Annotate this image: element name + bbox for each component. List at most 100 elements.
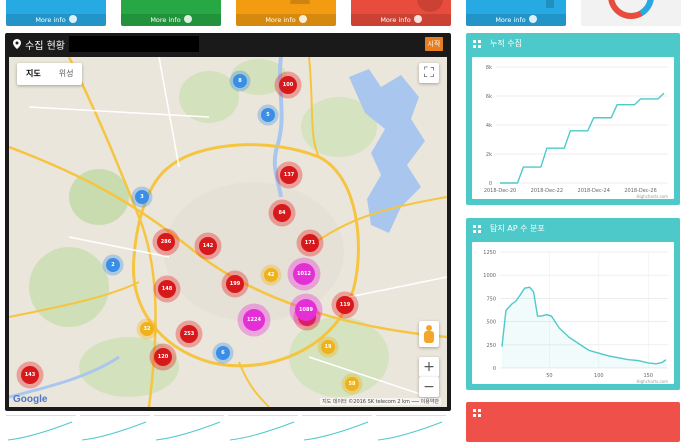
x-tick-label: 100 [594, 373, 604, 379]
map-cluster-marker[interactable]: 142 [199, 237, 217, 255]
stat-tile-3[interactable]: More info [236, 0, 336, 26]
sparkline-graphic [155, 421, 221, 441]
map-cluster-marker[interactable]: 100 [279, 76, 297, 94]
map-cluster-marker[interactable]: 84 [273, 204, 291, 222]
x-tick-label: 2018-Dec-20 [484, 188, 516, 194]
more-info-link[interactable]: More info [236, 14, 336, 26]
map-cluster-marker[interactable]: 1012 [293, 263, 315, 285]
y-tick-label: 8k [486, 65, 492, 71]
y-tick-label: 1000 [483, 273, 496, 279]
map-cluster-marker[interactable]: 19 [321, 340, 335, 354]
ap-distribution-panel-title: 탐지 AP 수 분포 [490, 224, 545, 233]
arrow-circle-icon [183, 15, 192, 23]
ap-distribution-chart-box: 0 250 500 750 1000 1250 50 100 150 Highcharts.com [472, 242, 674, 384]
map-cluster-marker[interactable]: 137 [280, 166, 298, 184]
sparkline-card [376, 415, 446, 441]
map-cluster-marker[interactable]: 32 [140, 322, 154, 336]
sparkline-card [6, 415, 76, 441]
map-type-toggle: 지도 위성 [17, 63, 83, 85]
cumulative-panel: 누적 수집 0 2k 4k 6k 8k 2018-Dec-20 2018-Dec-22 201… [466, 33, 680, 205]
y-tick-label: 4k [486, 123, 492, 129]
map-cluster-marker[interactable]: 58 [345, 377, 359, 391]
chart-credits: Highcharts.com [637, 379, 669, 384]
collection-map-panel: 수집 현황 시작 [5, 33, 451, 411]
more-info-link[interactable]: More info [351, 14, 451, 26]
google-logo: Google [13, 394, 48, 405]
map-cluster-marker[interactable]: 5 [261, 108, 275, 122]
sparkline-path [7, 421, 73, 441]
sparkline-path [303, 421, 369, 441]
y-tick-label: 1250 [483, 250, 496, 256]
cumulative-chart-box: 0 2k 4k 6k 8k 2018-Dec-20 2018-Dec-22 2018-Dec-… [472, 57, 674, 199]
x-tick-label: 50 [546, 373, 552, 379]
cumulative-line-chart: 0 2k 4k 6k 8k 2018-Dec-20 2018-Dec-22 2018-Dec-… [484, 65, 668, 199]
stat-tile-4[interactable]: More info [351, 0, 451, 26]
map-marker-icon [13, 39, 21, 49]
bottom-right-panel-header [466, 402, 680, 424]
map-type-map[interactable]: 지도 [26, 69, 41, 78]
sparkline-path [377, 421, 443, 441]
map-type-satellite[interactable]: 위성 [58, 69, 74, 78]
more-info-link[interactable]: More info [121, 14, 221, 26]
cumulative-series-line [500, 92, 665, 184]
tile-graphic-icon [290, 0, 310, 4]
start-button[interactable]: 시작 [425, 37, 443, 51]
grid-icon [473, 225, 481, 233]
fullscreen-icon[interactable]: ⛶ [419, 63, 439, 83]
map-panel-title: 수집 현황 [25, 41, 65, 52]
tile-graphic-icon [417, 0, 443, 12]
map-cluster-marker[interactable]: 148 [158, 280, 176, 298]
sparkline-graphic [303, 421, 369, 441]
street-view-pegman-icon[interactable] [419, 321, 439, 347]
map-cluster-marker[interactable]: 143 [21, 366, 39, 384]
stat-tile-1[interactable]: More info [6, 0, 106, 26]
ap-distribution-area [501, 287, 667, 368]
tile-graphic-icon [546, 0, 554, 8]
map-panel-header: 수집 현황 시작 [5, 33, 451, 55]
redacted-region [69, 36, 199, 52]
x-tick-label: 2018-Dec-26 [624, 188, 656, 194]
grid-icon [473, 40, 481, 48]
sparkline-graphic [7, 421, 73, 441]
map-cluster-marker[interactable]: 286 [157, 233, 175, 251]
x-tick-label: 2018-Dec-24 [578, 188, 610, 194]
stat-tile-5[interactable]: More info [466, 0, 566, 26]
map-cluster-marker[interactable]: 199 [226, 275, 244, 293]
sparkline-card [154, 415, 224, 441]
bottom-right-panel [466, 402, 680, 442]
arrow-circle-icon [413, 15, 422, 23]
map-cluster-marker[interactable]: 1224 [243, 309, 265, 331]
ap-distribution-series-line [501, 286, 667, 365]
more-info-link[interactable]: More info [6, 14, 106, 26]
more-info-link[interactable]: More info [466, 14, 566, 26]
stat-tile-2[interactable]: More info [121, 0, 221, 26]
donut-gauge-icon [608, 0, 654, 19]
x-tick-label: 150 [643, 373, 653, 379]
map-cluster-marker[interactable]: 42 [264, 268, 278, 282]
cumulative-panel-header: 누적 수집 [466, 33, 680, 55]
map-cluster-marker[interactable]: 3 [135, 190, 149, 204]
map-cluster-marker[interactable]: 171 [301, 234, 319, 252]
google-map[interactable]: 지도 위성 ⛶ + − Google 지도 데이터 ©2016 SK telec… [9, 57, 447, 407]
x-tick-label: 2018-Dec-22 [531, 188, 563, 194]
sparkline-path [155, 421, 221, 441]
y-tick-label: 500 [486, 320, 496, 326]
ap-distribution-panel-header: 탐지 AP 수 분포 [466, 218, 680, 240]
gauge-tile [581, 0, 681, 26]
map-cluster-marker[interactable]: 120 [154, 348, 172, 366]
zoom-in-button[interactable]: + [419, 357, 439, 377]
map-cluster-marker[interactable]: 1089 [295, 299, 317, 321]
map-cluster-marker[interactable]: 119 [336, 296, 354, 314]
sparkline-path [229, 421, 295, 441]
y-tick-label: 250 [486, 343, 496, 349]
arrow-circle-icon [68, 15, 77, 23]
y-tick-label: 750 [486, 296, 496, 302]
arrow-circle-icon [298, 15, 307, 23]
map-cluster-marker[interactable]: 2 [106, 258, 120, 272]
map-cluster-marker[interactable]: 6 [216, 346, 230, 360]
zoom-out-button[interactable]: − [419, 377, 439, 397]
map-cluster-marker[interactable]: 253 [180, 325, 198, 343]
map-cluster-marker[interactable]: 8 [233, 74, 247, 88]
map-copyright: 지도 데이터 ©2016 SK telecom 2 km ⎯⎯⎯ 이용약관 [320, 398, 441, 405]
